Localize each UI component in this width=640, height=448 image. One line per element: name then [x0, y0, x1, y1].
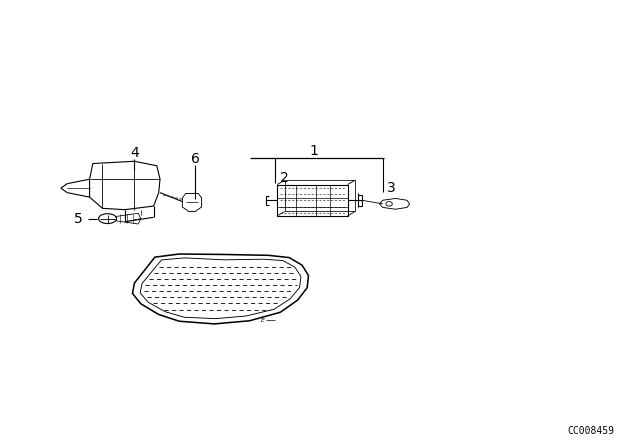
Text: 4: 4 [130, 146, 139, 160]
Text: 3: 3 [387, 181, 396, 195]
Text: E: E [260, 318, 264, 323]
Text: CC008459: CC008459 [568, 426, 614, 436]
Text: 6: 6 [191, 152, 200, 166]
Text: 1: 1 [309, 144, 318, 159]
Text: 2: 2 [280, 171, 289, 185]
Text: 5: 5 [74, 211, 83, 226]
